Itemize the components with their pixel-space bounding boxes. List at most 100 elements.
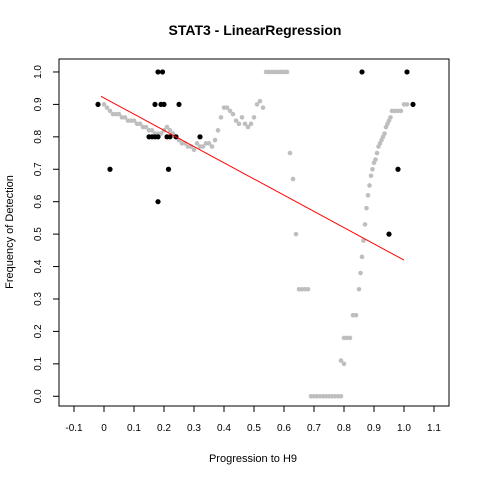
smoothed-point — [368, 173, 374, 179]
smoothed-point — [194, 141, 200, 146]
regression-line — [100, 95, 405, 261]
observed-point — [395, 166, 401, 172]
smoothed-point — [131, 118, 137, 123]
smoothed-point — [230, 111, 236, 117]
x-tick-label: 0.5 — [247, 423, 261, 434]
smoothed-point — [158, 131, 164, 136]
smoothed-point — [233, 118, 239, 123]
y-tick-label: 0.2 — [33, 324, 44, 338]
smoothed-point — [388, 115, 393, 120]
smoothed-point — [248, 121, 254, 127]
x-tick-label: 1.0 — [397, 423, 411, 434]
observed-point — [155, 199, 161, 205]
y-axis: 0.0 0.1 0.2 0.3 0.4 0.5 0.6 0.7 0.8 0.9 1.0 — [33, 65, 59, 403]
observed-point — [410, 101, 416, 108]
observed-point — [404, 69, 410, 75]
y-tick-label: 1.0 — [33, 65, 44, 79]
smoothed-point — [227, 108, 233, 114]
smoothed-point — [362, 222, 368, 227]
smoothed-point — [364, 205, 369, 211]
y-tick-label: 0.4 — [33, 259, 44, 273]
observed-point — [95, 101, 101, 108]
smoothed-point — [206, 141, 212, 146]
smoothed-point — [101, 102, 107, 107]
observed-point — [155, 134, 161, 140]
smoothed-point — [116, 111, 122, 117]
x-tick-label: 0.6 — [277, 423, 291, 434]
smoothed-point — [224, 105, 230, 110]
smoothed-point — [338, 393, 344, 399]
smoothed-point — [382, 131, 387, 136]
observed-point — [386, 231, 392, 237]
observed-point — [167, 134, 173, 140]
smoothed-point — [365, 192, 371, 198]
smoothed-point — [149, 128, 155, 133]
x-tick-label: 0.9 — [367, 423, 381, 434]
x-tick-label: 1.1 — [427, 423, 441, 434]
x-axis: -0.1 0 0.1 0.2 0.3 0.4 0.5 0.6 0.7 0.8 0.9 1.0 1.1 — [65, 406, 441, 434]
y-tick-label: 0.6 — [33, 194, 44, 208]
x-tick-label: 0.3 — [187, 423, 201, 434]
smoothed-point — [167, 128, 173, 133]
observed-point — [359, 69, 365, 75]
y-tick-label: 0.0 — [33, 389, 44, 403]
smoothed-point — [338, 358, 344, 363]
smoothed-series — [101, 69, 410, 399]
smoothed-point — [209, 144, 215, 149]
regression-series — [100, 95, 405, 261]
y-tick-label: 0.7 — [33, 162, 44, 176]
x-tick-label: 0.2 — [157, 423, 171, 434]
smoothed-point — [290, 176, 296, 182]
smoothed-point — [361, 238, 366, 243]
smoothed-point — [287, 150, 293, 156]
smoothed-point — [191, 147, 197, 153]
smoothed-point — [341, 361, 347, 367]
x-tick-label: 0 — [101, 423, 107, 434]
observed-point — [155, 69, 161, 75]
smoothed-point — [358, 270, 363, 276]
smoothed-point — [353, 312, 359, 318]
smoothed-point — [356, 286, 362, 292]
smoothed-point — [404, 102, 410, 107]
y-tick-label: 0.9 — [33, 97, 44, 111]
smoothed-point — [347, 335, 353, 341]
smoothed-point — [257, 98, 263, 104]
smoothed-point — [122, 115, 128, 120]
smoothed-point — [164, 124, 170, 130]
x-tick-label: 0.7 — [307, 423, 321, 434]
smoothed-point — [359, 254, 365, 260]
observed-point — [161, 101, 167, 108]
smoothed-point — [212, 137, 218, 143]
chart-title: STAT3 - LinearRegression — [169, 22, 342, 38]
smoothed-point — [104, 105, 110, 110]
observed-point — [159, 69, 166, 75]
x-tick-label: -0.1 — [65, 423, 83, 434]
smoothed-point — [398, 108, 404, 114]
smoothed-point — [242, 121, 248, 127]
x-tick-label: 0.8 — [337, 423, 351, 434]
x-axis-label: Progression to H9 — [209, 453, 297, 465]
smoothed-point — [305, 286, 311, 292]
smoothed-point — [293, 231, 299, 237]
observed-point — [107, 166, 113, 172]
smoothed-point — [367, 183, 372, 188]
observed-series — [95, 69, 416, 237]
observed-point — [197, 134, 203, 140]
smoothed-point — [373, 157, 378, 162]
smoothed-point — [245, 124, 251, 130]
observed-point — [152, 101, 158, 108]
smoothed-point — [370, 166, 375, 172]
x-tick-label: 0.4 — [217, 423, 231, 434]
smoothed-point — [251, 115, 257, 120]
x-tick-label: 0.1 — [127, 423, 141, 434]
smoothed-point — [200, 144, 206, 149]
smoothed-point — [284, 69, 290, 75]
smoothed-point — [374, 150, 380, 156]
smoothed-point — [143, 124, 149, 130]
y-tick-label: 0.1 — [33, 356, 44, 370]
observed-point — [165, 166, 172, 172]
y-axis-label: Frequency of Detection — [4, 175, 16, 289]
smoothed-point — [137, 121, 143, 127]
y-tick-label: 0.8 — [33, 129, 44, 143]
